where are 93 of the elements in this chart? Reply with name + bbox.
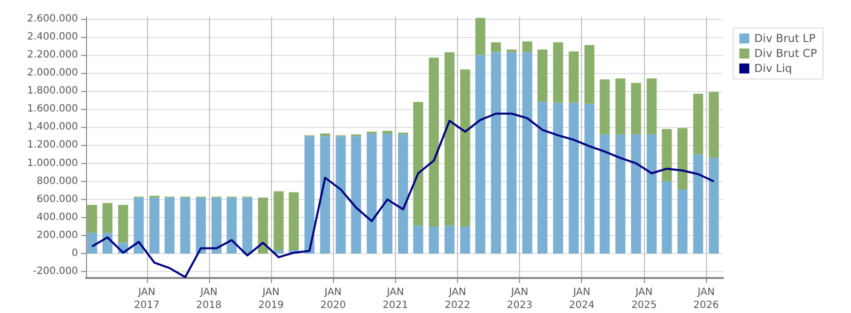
bar xyxy=(320,134,330,136)
bar xyxy=(475,18,486,55)
x-tick-label: JAN 2020 xyxy=(320,287,346,311)
bar xyxy=(413,226,424,254)
y-tick-label: 1.800.000 xyxy=(27,86,78,97)
x-tick-label: JAN 2024 xyxy=(569,287,594,311)
x-tick-label: JAN 2021 xyxy=(382,287,408,311)
y-tick-label: 2.400.000 xyxy=(27,31,78,42)
bar xyxy=(102,203,112,233)
bar xyxy=(708,92,719,158)
bar xyxy=(336,136,346,254)
y-tick-label: 0 xyxy=(72,248,78,260)
bar xyxy=(444,226,455,254)
bar xyxy=(164,198,175,254)
bar xyxy=(568,102,579,254)
bar xyxy=(460,69,470,227)
bar xyxy=(87,204,98,233)
y-tick-label: 2.600.000 xyxy=(27,13,78,24)
y-tick-label: 2.200.000 xyxy=(27,49,78,60)
y-tick-label: 400.000 xyxy=(36,212,78,223)
bar xyxy=(149,198,160,254)
bar xyxy=(382,134,392,254)
bar xyxy=(413,102,424,226)
bar xyxy=(506,52,517,254)
y-tick-label: 2.000.000 xyxy=(27,67,78,78)
bar xyxy=(537,102,548,254)
x-tick-label: JAN 2019 xyxy=(258,287,284,311)
line-series xyxy=(91,112,715,278)
bar xyxy=(506,50,517,52)
bar xyxy=(118,204,128,243)
bar xyxy=(398,134,408,254)
bar xyxy=(304,136,314,254)
bar xyxy=(196,198,206,254)
y-tick-label: 1.600.000 xyxy=(27,104,78,115)
legend-label: Div Brut LP xyxy=(754,32,816,45)
x-tick-label: JAN 2025 xyxy=(631,287,657,311)
bar xyxy=(134,198,144,254)
bar xyxy=(615,134,626,254)
bar xyxy=(522,41,532,52)
legend-label: Div Liq xyxy=(754,62,792,75)
y-tick-label: 1.400.000 xyxy=(27,122,78,133)
bar xyxy=(615,78,626,134)
x-tick-label: JAN 2022 xyxy=(444,287,470,311)
bar xyxy=(382,130,392,134)
y-tick-label: 200.000 xyxy=(36,230,78,242)
y-tick-label: 1.000.000 xyxy=(27,158,78,169)
bar xyxy=(553,102,564,254)
bar xyxy=(274,191,284,250)
bar xyxy=(600,79,610,134)
x-tick-label: JAN 2026 xyxy=(693,287,719,311)
y-tick-label: 800.000 xyxy=(36,176,78,187)
bar xyxy=(444,52,455,226)
bar xyxy=(662,128,672,182)
bar xyxy=(600,134,610,254)
bar xyxy=(242,198,252,254)
bar xyxy=(677,128,688,190)
bar xyxy=(646,78,657,134)
bar xyxy=(226,198,237,254)
bar xyxy=(460,226,470,254)
bar xyxy=(646,134,657,254)
bar xyxy=(568,51,579,103)
y-tick-label: -200.000 xyxy=(33,266,78,278)
bar xyxy=(537,50,548,102)
x-tick-label: JAN 2018 xyxy=(196,287,222,311)
bar xyxy=(180,198,190,254)
bar xyxy=(708,158,719,254)
bar xyxy=(490,52,501,254)
bar xyxy=(584,44,594,104)
bar xyxy=(522,52,532,254)
x-tick-label: JAN 2023 xyxy=(506,287,532,311)
y-tick-label: 1.200.000 xyxy=(27,140,78,151)
bar xyxy=(320,136,330,254)
bar xyxy=(553,42,564,103)
bar xyxy=(490,42,501,52)
bar xyxy=(677,189,688,254)
x-tick-label: JAN 2017 xyxy=(134,287,160,311)
bar xyxy=(584,104,594,254)
bar xyxy=(366,134,377,254)
bar xyxy=(428,226,439,254)
bar xyxy=(475,54,486,254)
y-tick-label: 600.000 xyxy=(36,194,78,205)
bar xyxy=(212,198,222,254)
bar xyxy=(428,58,439,227)
bar xyxy=(662,181,672,254)
bar xyxy=(693,94,704,154)
bar xyxy=(258,198,268,254)
bar xyxy=(288,192,299,250)
bar xyxy=(351,136,362,254)
bar xyxy=(87,232,98,254)
bar xyxy=(631,134,642,254)
bar xyxy=(693,154,704,254)
legend-label: Div Brut CP xyxy=(754,47,818,60)
bar xyxy=(631,82,642,134)
